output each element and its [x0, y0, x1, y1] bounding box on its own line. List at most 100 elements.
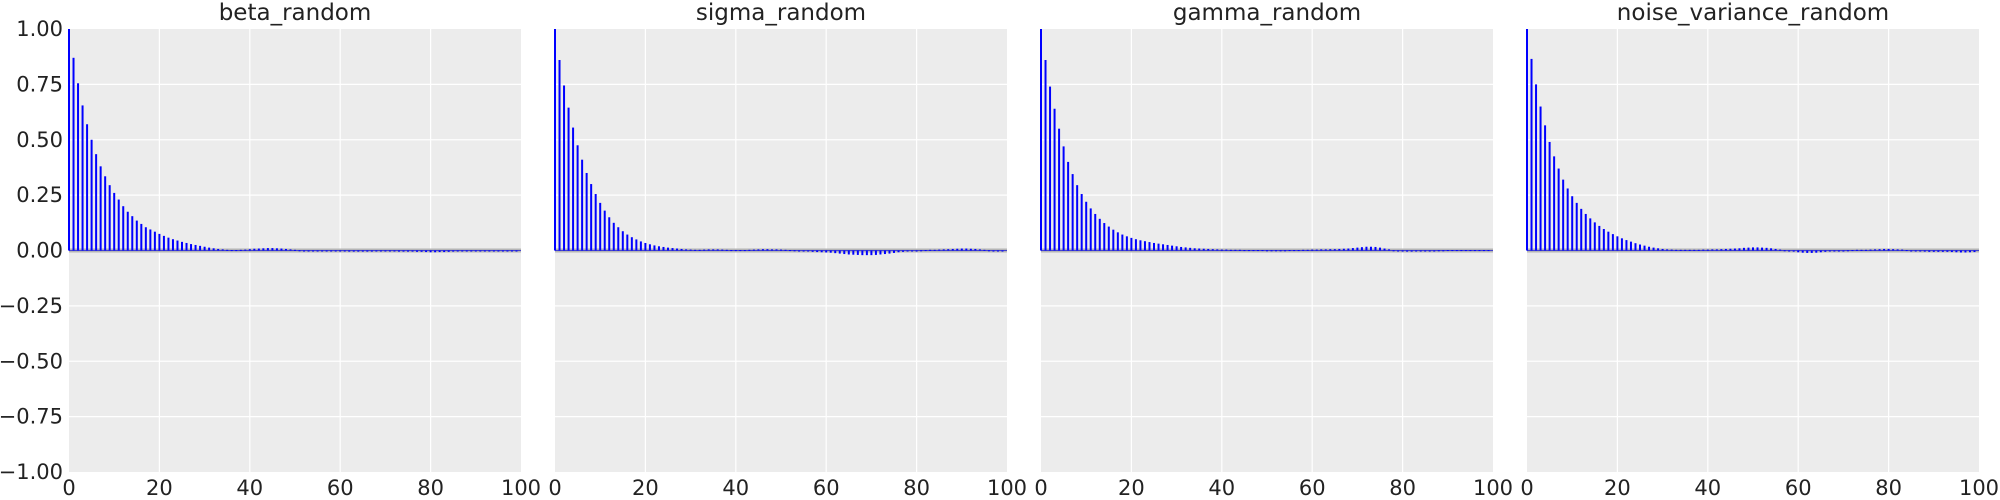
- acf-bar: [1397, 250, 1400, 252]
- acf-bar: [1819, 250, 1822, 253]
- acf-bar: [113, 192, 116, 251]
- acf-bar: [1229, 249, 1232, 251]
- acf-bar: [1379, 247, 1381, 251]
- acf-bar: [1611, 234, 1614, 251]
- acf-bar: [996, 250, 999, 252]
- acf-bar: [1724, 248, 1727, 251]
- acf-bar: [983, 249, 986, 251]
- x-tick-label: 0: [1520, 476, 1533, 500]
- acf-bar: [1279, 250, 1282, 252]
- acf-bar: [1729, 248, 1732, 251]
- panel-title: sigma_random: [696, 0, 866, 26]
- acf-bar: [149, 229, 152, 251]
- acf-bar: [798, 250, 801, 252]
- acf-bar: [1410, 250, 1413, 252]
- acf-bar: [1860, 249, 1863, 251]
- acf-bar: [1616, 236, 1619, 251]
- acf-bar: [594, 194, 597, 251]
- acf-bar: [1756, 247, 1759, 251]
- acf-bar: [194, 244, 197, 251]
- acf-bar: [366, 250, 369, 252]
- acf-bar: [911, 250, 914, 252]
- acf-bar: [1460, 250, 1463, 252]
- acf-bar: [501, 250, 504, 252]
- acf-bar: [438, 250, 441, 253]
- acf-bar: [1855, 249, 1858, 251]
- acf-bar: [861, 250, 864, 256]
- acf-bar: [1125, 236, 1128, 251]
- acf-bar: [284, 248, 287, 251]
- acf-bar: [612, 222, 615, 251]
- acf-bar: [488, 250, 491, 252]
- acf-bar: [181, 241, 183, 251]
- acf-bar: [1941, 250, 1944, 252]
- acf-bar: [1815, 250, 1818, 253]
- acf-bar: [1388, 249, 1391, 251]
- acf-bar: [1198, 248, 1201, 251]
- acf-bar: [1207, 248, 1210, 251]
- acf-bar: [644, 242, 647, 251]
- acf-bar: [122, 206, 125, 251]
- acf-bar: [1252, 250, 1255, 252]
- acf-bar: [221, 249, 224, 251]
- acf-bar: [1247, 250, 1250, 252]
- acf-bar: [1329, 249, 1332, 251]
- acf-bar: [1342, 248, 1345, 251]
- acf-bar: [1593, 222, 1596, 251]
- acf-bar: [1571, 196, 1574, 251]
- acf-bar: [1842, 250, 1845, 252]
- acf-bar: [1639, 244, 1641, 251]
- acf-bar: [1266, 250, 1268, 252]
- acf-bar: [1288, 250, 1291, 252]
- acf-bar: [1950, 250, 1953, 253]
- acf-bar: [420, 250, 423, 252]
- acf-bar: [298, 250, 301, 252]
- acf-bar: [379, 250, 382, 252]
- acf-bar: [730, 250, 733, 252]
- acf-panel-3: gamma_random 0 20 40 60 80 100: [1034, 0, 1513, 500]
- acf-bar: [1062, 146, 1065, 251]
- acf-bar: [402, 250, 405, 252]
- acf-bar: [1360, 247, 1363, 251]
- acf-bar: [212, 248, 215, 251]
- acf-bar: [703, 249, 706, 251]
- acf-bar: [1733, 248, 1736, 251]
- acf-bar: [343, 250, 346, 252]
- acf-bar: [1320, 249, 1323, 251]
- acf-bar: [1706, 249, 1709, 251]
- acf-bar: [1433, 250, 1436, 252]
- acf-bar: [1580, 208, 1583, 251]
- acf-bar: [608, 217, 611, 251]
- acf-bar: [956, 248, 959, 251]
- acf-bar: [72, 57, 75, 251]
- acf-bar: [510, 250, 513, 252]
- acf-bar: [816, 250, 819, 253]
- acf-bar: [1175, 246, 1178, 251]
- acf-bar: [289, 249, 292, 251]
- acf-bar: [1419, 250, 1422, 252]
- acf-bar: [789, 250, 792, 252]
- acf-bar: [162, 235, 165, 251]
- acf-bar: [429, 250, 432, 253]
- acf-bar: [1806, 250, 1809, 253]
- acf-bar: [99, 166, 102, 251]
- acf-bar: [1428, 250, 1431, 252]
- acf-bar: [1535, 84, 1538, 251]
- acf-bar: [244, 249, 247, 251]
- acf-bar: [874, 250, 877, 255]
- acf-bar: [951, 248, 954, 251]
- acf-bar: [725, 249, 728, 251]
- acf-bar: [870, 250, 873, 256]
- acf-bar: [1157, 243, 1160, 251]
- x-tick-label: 80: [1875, 476, 1902, 500]
- acf-bar: [86, 124, 89, 251]
- acf-bar: [140, 223, 143, 251]
- acf-bar: [1914, 250, 1917, 252]
- x-tick-label: 20: [146, 476, 173, 500]
- acf-bar: [1607, 231, 1610, 251]
- acf-bar: [947, 249, 950, 251]
- acf-bar: [1697, 249, 1700, 251]
- acf-bar: [1085, 201, 1088, 251]
- acf-bar: [825, 250, 828, 253]
- acf-bar: [144, 227, 147, 251]
